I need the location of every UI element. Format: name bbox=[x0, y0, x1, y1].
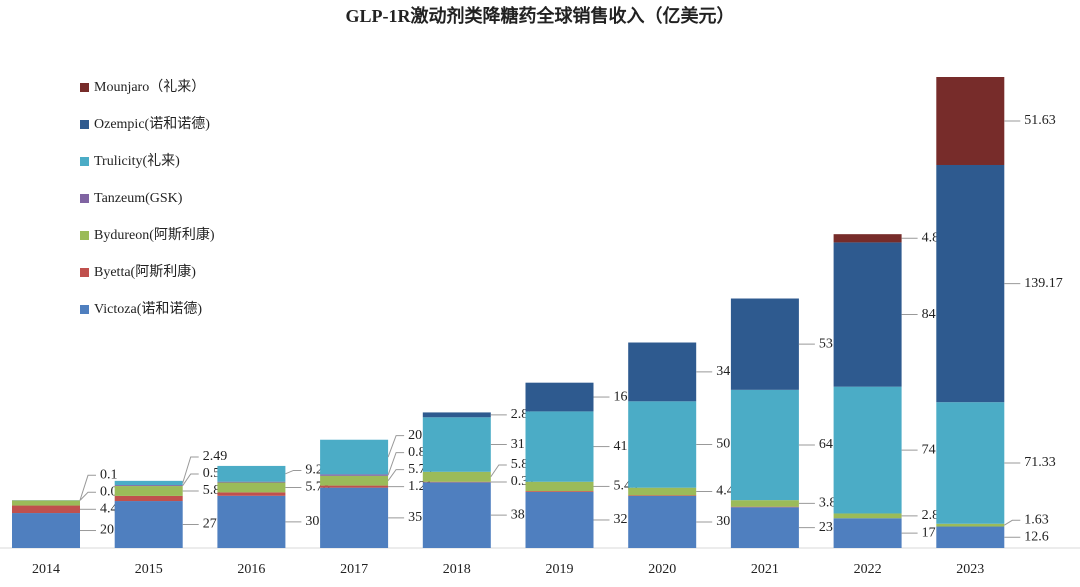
bar-segment bbox=[833, 234, 902, 243]
bar-segment bbox=[936, 164, 1005, 403]
bar-segment bbox=[320, 487, 389, 548]
bar-segment bbox=[217, 495, 286, 548]
bar-segment bbox=[320, 485, 389, 488]
bar-segment bbox=[525, 491, 594, 492]
bar-segment bbox=[422, 417, 491, 472]
data-label: 5.8 bbox=[203, 483, 221, 498]
legend-label: Ozempic(诺和诺德) bbox=[94, 116, 210, 132]
data-label: 0.1 bbox=[100, 468, 118, 483]
leader-line bbox=[490, 464, 507, 478]
legend-label: Victoza(诺和诺德) bbox=[94, 301, 202, 317]
chart-title: GLP-1R激动剂类降糖药全球销售收入（亿美元） bbox=[346, 5, 735, 26]
bar-segment bbox=[525, 382, 594, 412]
x-tick-label: 2020 bbox=[648, 562, 676, 577]
bar-segment bbox=[936, 402, 1005, 524]
leader-line bbox=[387, 435, 405, 458]
bar-segment bbox=[525, 411, 594, 482]
bar-segment bbox=[628, 495, 697, 497]
leader-line bbox=[79, 491, 96, 501]
legend-swatch bbox=[80, 194, 89, 203]
x-tick-label: 2018 bbox=[443, 562, 471, 577]
bar-segment bbox=[217, 482, 286, 493]
bar-segment bbox=[12, 505, 80, 514]
bar-segment bbox=[936, 77, 1005, 165]
leader-line bbox=[387, 469, 405, 481]
data-label: 139.17 bbox=[1024, 276, 1063, 291]
bar-segment bbox=[320, 474, 389, 476]
data-label: 51.63 bbox=[1024, 113, 1056, 128]
x-tick-label: 2015 bbox=[135, 562, 163, 577]
leader-line bbox=[182, 456, 199, 484]
bar-segment bbox=[936, 523, 1005, 527]
leader-line bbox=[387, 452, 405, 476]
bar-segment bbox=[217, 492, 286, 496]
bar-segment bbox=[114, 480, 183, 486]
x-tick-label: 2023 bbox=[956, 562, 984, 577]
bar-segment bbox=[730, 389, 799, 501]
legend-swatch bbox=[80, 231, 89, 240]
bar-segment bbox=[114, 501, 183, 548]
bar-segment bbox=[320, 439, 389, 475]
data-label: 4.4 bbox=[100, 502, 118, 517]
bar-segment bbox=[833, 513, 902, 519]
bar-segment bbox=[628, 342, 697, 402]
x-tick-label: 2022 bbox=[854, 562, 882, 577]
legend-swatch bbox=[80, 157, 89, 166]
legend-label: Tanzeum(GSK) bbox=[94, 191, 183, 206]
bar-segment bbox=[320, 475, 389, 486]
x-tick-label: 2017 bbox=[340, 562, 368, 577]
x-tick-label: 2014 bbox=[32, 562, 60, 577]
legend-label: Trulicity(礼来) bbox=[94, 153, 180, 169]
leader-line bbox=[182, 473, 199, 486]
leader-line bbox=[1004, 519, 1021, 526]
bar-segment bbox=[525, 481, 594, 492]
bar-segment bbox=[730, 500, 799, 507]
data-label: 2.49 bbox=[203, 449, 228, 464]
legend-label: Mounjaro（礼来） bbox=[94, 79, 205, 95]
data-label: 2.8 bbox=[922, 508, 940, 523]
bar-segment bbox=[628, 401, 697, 488]
legend-swatch bbox=[80, 120, 89, 129]
bar-segment bbox=[217, 465, 286, 482]
bar-segment bbox=[730, 298, 799, 390]
bar-segment bbox=[114, 485, 183, 487]
bar-segment bbox=[628, 496, 697, 548]
bar-segment bbox=[730, 506, 799, 508]
bar-segment bbox=[12, 513, 80, 548]
bar-segment bbox=[730, 507, 799, 548]
legend-label: Bydureon(阿斯利康) bbox=[94, 226, 215, 243]
bar-segment bbox=[833, 518, 902, 548]
bar-segment bbox=[12, 500, 80, 506]
bar-segment bbox=[525, 491, 594, 548]
bar-segment bbox=[422, 481, 491, 483]
bar-segment bbox=[422, 471, 491, 482]
bar-segment bbox=[217, 481, 286, 483]
leader-line bbox=[79, 474, 96, 501]
leader-line bbox=[285, 469, 302, 475]
legend-swatch bbox=[80, 83, 89, 92]
bar-segment bbox=[833, 242, 902, 387]
x-tick-label: 2019 bbox=[546, 562, 574, 577]
bar-segment bbox=[833, 386, 902, 514]
bar-segment bbox=[936, 526, 1005, 548]
x-tick-label: 2021 bbox=[751, 562, 779, 577]
data-label: 1.63 bbox=[1024, 512, 1049, 527]
bar-segment bbox=[422, 482, 491, 548]
data-label: 12.6 bbox=[1024, 529, 1049, 544]
bar-segment bbox=[114, 486, 183, 496]
legend-swatch bbox=[80, 268, 89, 277]
legend-swatch bbox=[80, 305, 89, 314]
bar-segment bbox=[422, 412, 491, 418]
x-tick-label: 2016 bbox=[237, 562, 265, 577]
legend-label: Byetta(阿斯利康) bbox=[94, 263, 196, 280]
data-label: 71.33 bbox=[1024, 455, 1056, 470]
bar-segment bbox=[114, 495, 183, 502]
bar-segment bbox=[628, 487, 697, 496]
